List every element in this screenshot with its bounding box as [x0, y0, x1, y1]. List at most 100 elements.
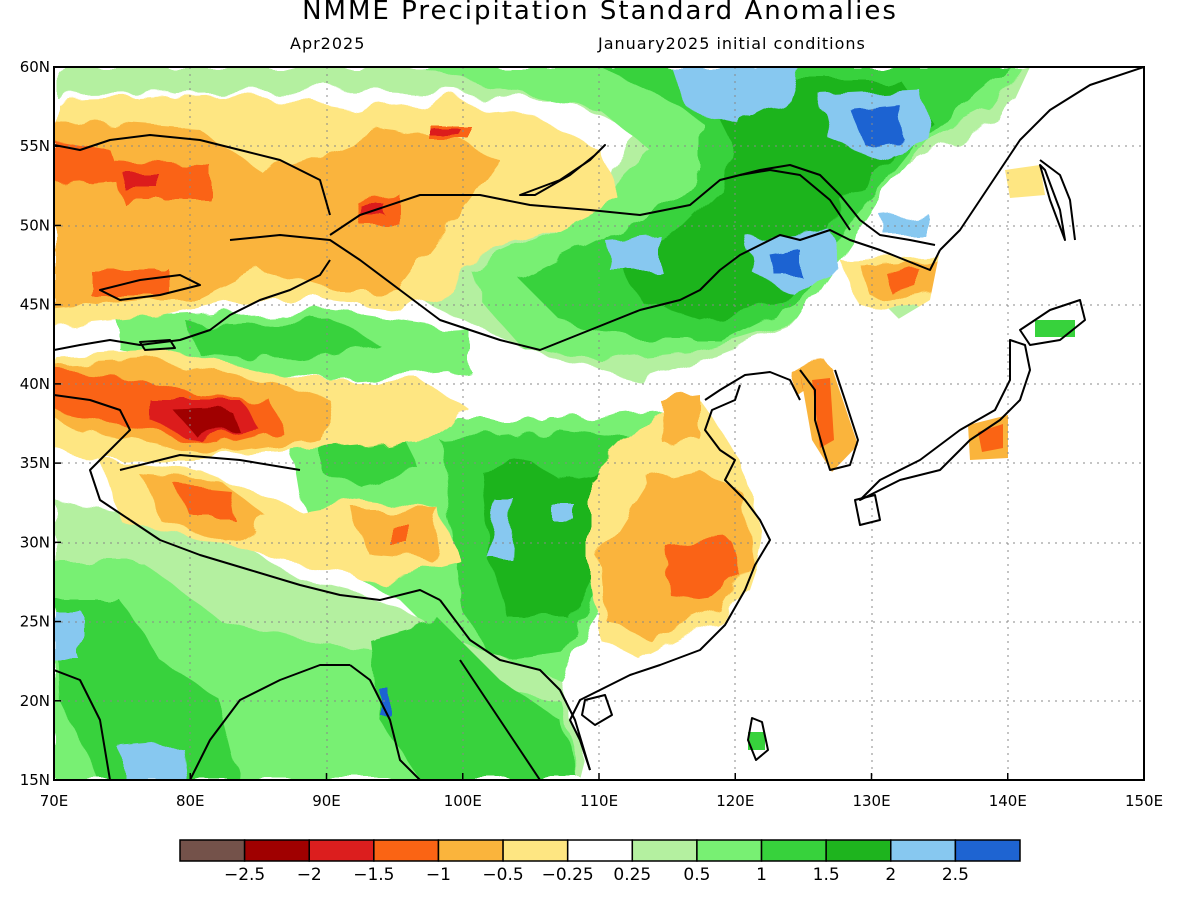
lat-tick-label: 60N [20, 58, 50, 76]
colorbar-swatch [243, 839, 310, 862]
kazakh-south-border [54, 259, 331, 351]
wet-indochina-strong [370, 620, 580, 780]
wet-northeast-deep-c [770, 250, 800, 275]
mekong-border [459, 659, 541, 780]
hokkaido [1019, 299, 1086, 346]
kamchatka-edge [1039, 159, 1076, 241]
taiwan [747, 717, 769, 761]
colorbar-label: −2 [297, 865, 322, 885]
colorbar-swatch [954, 839, 1021, 862]
lat-tick-label: 15N [20, 771, 50, 789]
india-west-coast [54, 669, 111, 780]
colorbar-swatch [437, 839, 504, 862]
colorbar-label: 2.5 [942, 865, 969, 885]
tibet-china-inner [119, 454, 301, 471]
wet-northeast-blue-d [880, 210, 925, 235]
dry-manchuria-strong [885, 270, 920, 292]
india-east-coast [189, 664, 350, 780]
hainan [581, 694, 613, 726]
china-north-border [229, 229, 941, 351]
wet-myanmar-blue [380, 690, 390, 715]
lon-tick-label: 120E [716, 792, 754, 810]
lon-tick-label: 150E [1125, 792, 1163, 810]
dry-himalaya-strong [175, 485, 235, 520]
lat-tick-label: 50N [20, 216, 50, 234]
colorbar-label: −0.25 [542, 865, 594, 885]
lon-tick-label: 130E [852, 792, 890, 810]
anomaly-shading [54, 67, 1075, 780]
lat-tick-label: 30N [20, 533, 50, 551]
wet-northeast-deep-b [850, 105, 905, 145]
wet-blue-e [605, 235, 660, 270]
colorbar-label: −0.5 [482, 865, 523, 885]
lat-tick-label: 45N [20, 296, 50, 314]
colorbar-swatch [825, 839, 892, 862]
lat-tick-label: 25N [20, 613, 50, 631]
colorbar-swatch [631, 839, 698, 862]
colorbar-swatch [308, 839, 375, 862]
dry-siberia-strong-a [54, 140, 120, 185]
pamir-border [54, 394, 131, 521]
dry-north-china [660, 395, 700, 445]
baikal-lake [519, 144, 606, 196]
sakhalin-dry [1005, 165, 1045, 198]
amur-border [739, 164, 936, 246]
himalaya-border [129, 519, 441, 601]
lon-tick-label: 110E [580, 792, 618, 810]
axis-ticks: 70E 80E 90E 100E 110E 120E 130E 140E 150E 60N 55N 5… [20, 58, 1163, 810]
colorbar-swatch [373, 839, 440, 862]
japan-kyushu [854, 494, 881, 526]
central-asia-border [54, 134, 331, 216]
mongolia-north-border [329, 169, 851, 236]
japan-honshu [859, 339, 1031, 501]
colorbar-label: 2 [885, 865, 896, 885]
colorbar-label: −1.5 [353, 865, 394, 885]
lat-tick-label: 55N [20, 137, 50, 155]
wet-india-blue-a [54, 610, 80, 660]
colorbar-label: −2.5 [224, 865, 265, 885]
lon-tick-label: 100E [444, 792, 482, 810]
dry-tibet-east-core [390, 525, 410, 545]
taiwan-wet [748, 732, 765, 750]
lon-tick-label: 140E [989, 792, 1027, 810]
wet-india-blue-b [120, 745, 185, 780]
colorbar-label: 1.5 [813, 865, 840, 885]
indochina-border [439, 599, 591, 771]
forecast-month: Apr2025 [290, 34, 366, 53]
lat-tick-label: 20N [20, 692, 50, 710]
colorbar-label: 0.5 [683, 865, 710, 885]
wet-kazakh-strip-core [190, 320, 380, 360]
wet-tibet-blue-a [490, 500, 515, 560]
russia-far-east-coast [939, 67, 1144, 251]
map-title: NMME Precipitation Standard Anomalies [302, 0, 898, 26]
colorbar-swatch [696, 839, 763, 862]
lon-tick-label: 80E [176, 792, 205, 810]
colorbar-swatch [760, 839, 827, 862]
colorbar: −2.5 −2 −1.5 −1 −0.5 −0.25 0.25 0.5 1 1.5 2 2.5 [179, 839, 1021, 885]
dry-siberia-core-a [125, 175, 160, 190]
colorbar-label: −1 [426, 865, 451, 885]
bangladesh-myanmar [349, 664, 421, 780]
china-coastline [569, 384, 771, 771]
wet-india-strong [54, 600, 240, 780]
lon-tick-label: 90E [312, 792, 341, 810]
bohai-coast [704, 371, 801, 401]
anomaly-field [54, 67, 1144, 780]
korea-dry-core [812, 378, 834, 448]
sakhalin [1039, 164, 1066, 241]
issyk-kul [139, 339, 176, 351]
dry-siberia-core-c [430, 128, 460, 136]
wet-tibet-blue-b [552, 505, 575, 520]
initial-conditions: January2025 initial conditions [598, 34, 866, 53]
colorbar-swatch [566, 839, 634, 862]
ocean-mask [580, 67, 1144, 780]
colorbar-swatch [502, 839, 569, 862]
korea-peninsula [799, 369, 859, 471]
colorbar-swatch [179, 839, 246, 862]
lon-tick-label: 70E [40, 792, 69, 810]
colorbar-label: 1 [756, 865, 767, 885]
hokkaido-wet [1035, 320, 1075, 337]
lat-tick-label: 40N [20, 375, 50, 393]
coastlines-borders [54, 67, 1144, 780]
